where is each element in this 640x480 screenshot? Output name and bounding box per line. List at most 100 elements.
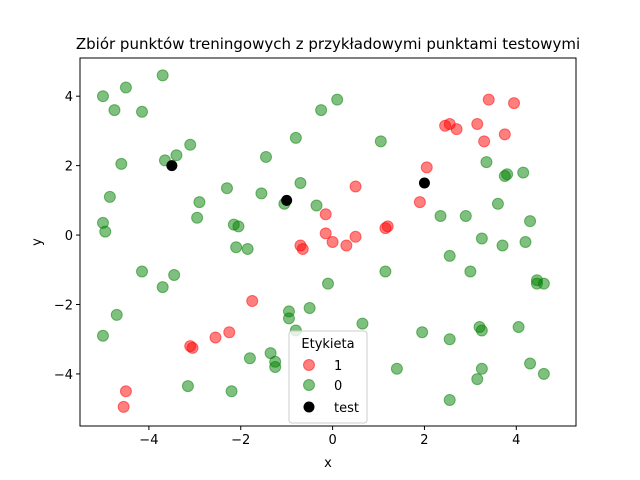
- train-point-0: [220, 182, 233, 195]
- train-point-0: [156, 69, 169, 82]
- x-tick-label: −2: [231, 433, 250, 448]
- train-point-1: [508, 97, 520, 110]
- train-point-1: [420, 161, 433, 174]
- train-point-0: [241, 242, 254, 255]
- train-point-0: [501, 168, 514, 181]
- train-point-0: [193, 196, 206, 209]
- test-point: [418, 177, 430, 189]
- train-point-0: [269, 360, 282, 373]
- train-point-0: [434, 209, 447, 222]
- train-point-0: [537, 367, 550, 380]
- train-point-0: [136, 105, 148, 118]
- legend-label-test: test: [334, 401, 359, 416]
- y-tick-label: −4: [54, 368, 73, 383]
- train-point-1: [209, 331, 222, 344]
- legend-marker-0: [303, 379, 315, 391]
- train-point-0: [517, 166, 530, 179]
- train-point-0: [294, 176, 307, 189]
- x-axis-label: x: [324, 456, 332, 471]
- x-tick-label: 2: [420, 433, 428, 448]
- train-point-1: [482, 93, 495, 106]
- train-point-0: [191, 211, 204, 224]
- points-layer: [96, 69, 550, 413]
- train-point-0: [230, 241, 243, 254]
- train-point-0: [108, 104, 121, 117]
- train-point-0: [170, 149, 183, 162]
- train-point-0: [184, 138, 197, 151]
- train-point-0: [310, 199, 323, 212]
- train-point-0: [115, 157, 128, 170]
- train-point-0: [99, 225, 112, 238]
- train-point-0: [496, 239, 509, 252]
- train-point-1: [450, 123, 463, 136]
- y-axis-label: y: [30, 238, 45, 246]
- y-tick-label: −2: [54, 298, 73, 313]
- train-point-0: [443, 393, 456, 406]
- train-point-0: [475, 362, 488, 375]
- train-point-0: [103, 190, 116, 203]
- y-tick-label: 2: [65, 160, 73, 175]
- train-point-1: [340, 239, 353, 252]
- train-point-0: [480, 156, 493, 169]
- train-point-0: [303, 301, 316, 314]
- train-point-0: [475, 324, 488, 337]
- train-point-1: [478, 135, 491, 148]
- train-point-0: [322, 277, 334, 290]
- train-point-1: [439, 119, 452, 132]
- train-point-0: [524, 357, 537, 370]
- train-point-0: [136, 265, 148, 278]
- train-point-0: [225, 385, 238, 398]
- train-point-0: [537, 277, 550, 290]
- train-point-0: [443, 333, 456, 346]
- legend-title: Etykieta: [301, 337, 354, 352]
- train-point-1: [319, 227, 332, 240]
- train-point-0: [289, 131, 302, 144]
- y-tick-label: 0: [65, 229, 73, 244]
- train-point-0: [471, 373, 484, 386]
- train-point-0: [491, 197, 504, 210]
- train-point-0: [464, 265, 477, 278]
- train-point-1: [119, 385, 132, 398]
- legend-label-0: 0: [334, 379, 342, 394]
- train-point-1: [471, 117, 484, 130]
- train-point-1: [349, 230, 362, 243]
- train-point-0: [282, 312, 295, 325]
- train-point-0: [119, 81, 132, 94]
- train-point-0: [475, 232, 488, 245]
- train-point-0: [232, 220, 245, 233]
- train-point-0: [512, 321, 525, 334]
- x-tick-label: 0: [328, 433, 336, 448]
- train-point-0: [519, 236, 532, 248]
- x-axis-ticks: −4 −2 0 2 4: [139, 426, 520, 448]
- test-point: [166, 160, 178, 172]
- train-point-0: [255, 187, 268, 200]
- train-point-0: [356, 317, 369, 330]
- x-tick-label: −4: [139, 433, 158, 448]
- train-point-1: [186, 341, 199, 354]
- train-point-0: [443, 249, 456, 262]
- train-point-0: [96, 90, 109, 103]
- train-point-1: [246, 295, 259, 308]
- train-point-1: [498, 128, 511, 141]
- train-point-0: [390, 362, 403, 375]
- legend-marker-1: [303, 359, 315, 371]
- train-point-0: [96, 329, 109, 342]
- x-tick-label: 4: [512, 433, 520, 448]
- chart-title: Zbiór punktów treningowych z przykładowy…: [76, 35, 580, 53]
- train-point-1: [296, 242, 309, 255]
- legend-box: [288, 330, 368, 424]
- train-point-0: [379, 265, 392, 278]
- train-point-0: [374, 135, 387, 148]
- train-point-0: [524, 215, 537, 228]
- train-point-0: [168, 268, 181, 281]
- plot-frame: [79, 57, 577, 427]
- train-point-1: [319, 208, 332, 221]
- train-point-1: [349, 180, 362, 193]
- train-point-1: [117, 400, 130, 413]
- train-point-0: [459, 209, 472, 222]
- train-point-0: [416, 326, 429, 339]
- train-point-1: [223, 326, 236, 339]
- train-point-1: [413, 196, 426, 209]
- train-point-0: [260, 150, 272, 163]
- legend-marker-test: [303, 401, 315, 413]
